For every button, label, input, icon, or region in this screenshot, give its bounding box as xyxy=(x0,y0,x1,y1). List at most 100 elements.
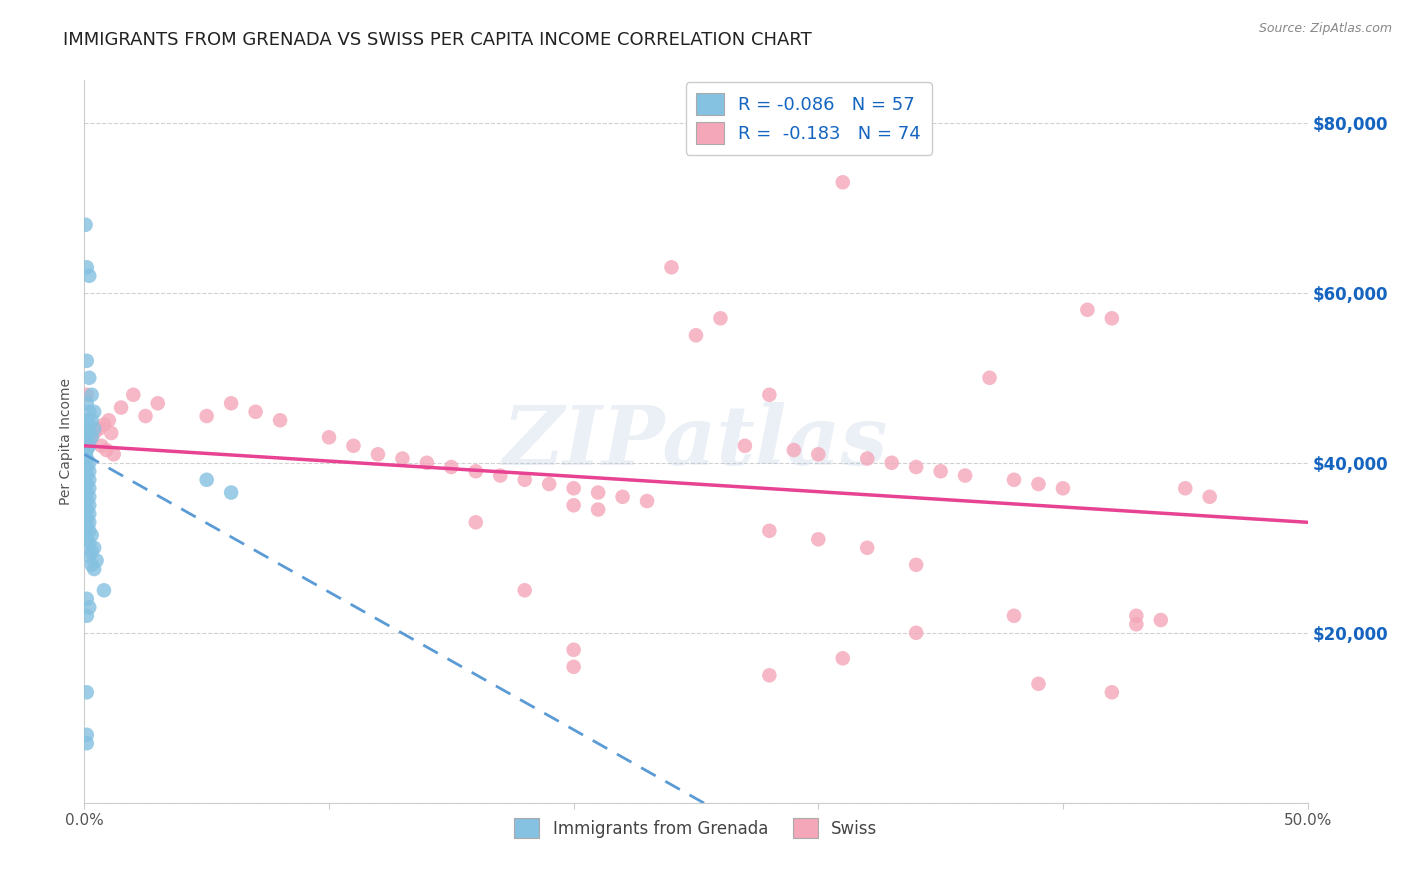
Point xyxy=(80,430,103,444)
Point xyxy=(83,422,105,436)
Point xyxy=(96,443,118,458)
Point xyxy=(1052,481,1074,495)
Point xyxy=(77,417,100,432)
Point xyxy=(807,447,830,461)
Point xyxy=(489,468,512,483)
Point xyxy=(929,464,952,478)
Point xyxy=(562,481,585,495)
Point xyxy=(83,541,105,555)
Point xyxy=(80,430,103,444)
Point xyxy=(391,451,413,466)
Point xyxy=(75,447,97,461)
Text: ZIPatlas: ZIPatlas xyxy=(503,401,889,482)
Point xyxy=(464,516,486,530)
Point xyxy=(122,388,145,402)
Point xyxy=(367,447,389,461)
Point xyxy=(1125,608,1147,623)
Point xyxy=(76,396,98,410)
Point xyxy=(83,405,105,419)
Point xyxy=(758,524,780,538)
Point xyxy=(1002,608,1025,623)
Point xyxy=(513,583,536,598)
Point xyxy=(586,485,609,500)
Point xyxy=(77,464,100,478)
Point xyxy=(80,388,103,402)
Point xyxy=(77,507,100,521)
Point xyxy=(979,371,1001,385)
Point xyxy=(146,396,169,410)
Point xyxy=(76,728,98,742)
Point xyxy=(342,439,364,453)
Point xyxy=(758,388,780,402)
Point xyxy=(80,528,103,542)
Point xyxy=(97,413,120,427)
Point xyxy=(1028,477,1050,491)
Y-axis label: Per Capita Income: Per Capita Income xyxy=(59,378,73,505)
Point xyxy=(195,409,218,423)
Point xyxy=(76,485,98,500)
Point xyxy=(77,549,100,564)
Point xyxy=(86,422,108,436)
Point xyxy=(76,533,98,547)
Point xyxy=(685,328,707,343)
Point xyxy=(77,473,100,487)
Point xyxy=(76,519,98,533)
Point xyxy=(77,434,100,449)
Text: Source: ZipAtlas.com: Source: ZipAtlas.com xyxy=(1258,22,1392,36)
Point xyxy=(831,175,853,189)
Point xyxy=(416,456,439,470)
Point xyxy=(1174,481,1197,495)
Point xyxy=(636,494,658,508)
Point xyxy=(1101,685,1123,699)
Point xyxy=(1198,490,1220,504)
Point xyxy=(464,464,486,478)
Point xyxy=(76,413,98,427)
Point xyxy=(1028,677,1050,691)
Point xyxy=(219,485,242,500)
Point xyxy=(75,218,97,232)
Point xyxy=(1101,311,1123,326)
Point xyxy=(562,642,585,657)
Point xyxy=(562,498,585,512)
Point xyxy=(807,533,830,547)
Point xyxy=(269,413,291,427)
Point xyxy=(77,425,100,440)
Point xyxy=(77,600,100,615)
Point xyxy=(661,260,683,275)
Legend: Immigrants from Grenada, Swiss: Immigrants from Grenada, Swiss xyxy=(508,812,884,845)
Point xyxy=(953,468,976,483)
Point xyxy=(135,409,157,423)
Point xyxy=(83,562,105,576)
Point xyxy=(880,456,903,470)
Point xyxy=(77,268,100,283)
Point xyxy=(562,660,585,674)
Point xyxy=(76,608,98,623)
Point xyxy=(77,524,100,538)
Text: IMMIGRANTS FROM GRENADA VS SWISS PER CAPITA INCOME CORRELATION CHART: IMMIGRANTS FROM GRENADA VS SWISS PER CAP… xyxy=(63,31,813,49)
Point xyxy=(77,439,100,453)
Point xyxy=(80,558,103,572)
Point xyxy=(76,434,98,449)
Point xyxy=(245,405,267,419)
Point xyxy=(76,460,98,475)
Point xyxy=(93,583,115,598)
Point xyxy=(80,413,103,427)
Point xyxy=(905,460,928,475)
Point xyxy=(76,353,98,368)
Point xyxy=(76,443,98,458)
Point xyxy=(831,651,853,665)
Point xyxy=(77,456,100,470)
Point xyxy=(77,498,100,512)
Point xyxy=(75,430,97,444)
Point xyxy=(77,481,100,495)
Point xyxy=(77,371,100,385)
Point xyxy=(318,430,340,444)
Point xyxy=(76,477,98,491)
Point xyxy=(90,439,112,453)
Point xyxy=(103,447,125,461)
Point xyxy=(538,477,561,491)
Point xyxy=(709,311,731,326)
Point xyxy=(93,417,115,432)
Point xyxy=(513,473,536,487)
Point xyxy=(76,388,98,402)
